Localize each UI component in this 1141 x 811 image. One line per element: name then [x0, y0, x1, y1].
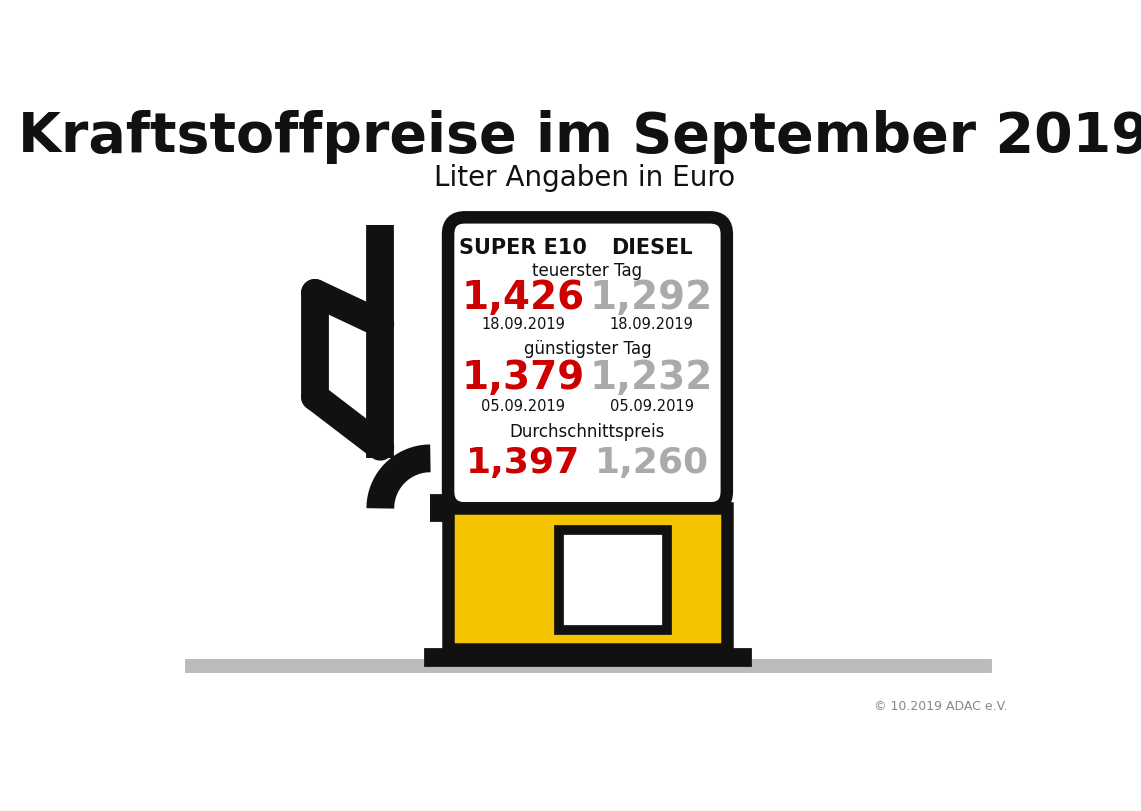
Bar — [559, 530, 667, 630]
Text: 1,232: 1,232 — [590, 359, 713, 397]
Text: Liter Angaben in Euro: Liter Angaben in Euro — [434, 164, 735, 192]
Text: 18.09.2019: 18.09.2019 — [609, 317, 694, 332]
Text: günstigster Tag: günstigster Tag — [524, 340, 652, 358]
Text: DIESEL: DIESEL — [610, 238, 693, 257]
Text: Kraftstoffpreise im September 2019: Kraftstoffpreise im September 2019 — [18, 110, 1141, 165]
Text: 05.09.2019: 05.09.2019 — [609, 398, 694, 413]
Text: 18.09.2019: 18.09.2019 — [482, 317, 565, 332]
Text: 05.09.2019: 05.09.2019 — [482, 398, 565, 413]
Text: 1,292: 1,292 — [590, 278, 713, 316]
FancyBboxPatch shape — [448, 218, 727, 508]
Text: teuerster Tag: teuerster Tag — [533, 261, 642, 279]
Text: SUPER E10: SUPER E10 — [460, 238, 588, 257]
Text: © 10.2019 ADAC e.V.: © 10.2019 ADAC e.V. — [874, 700, 1008, 713]
Bar — [448, 508, 727, 650]
Text: 1,260: 1,260 — [594, 445, 709, 479]
Text: 1,397: 1,397 — [467, 445, 581, 479]
Text: 1,379: 1,379 — [462, 359, 585, 397]
Bar — [424, 650, 750, 665]
Text: Durchschnittspreis: Durchschnittspreis — [510, 423, 665, 441]
Text: 1,426: 1,426 — [462, 278, 585, 316]
